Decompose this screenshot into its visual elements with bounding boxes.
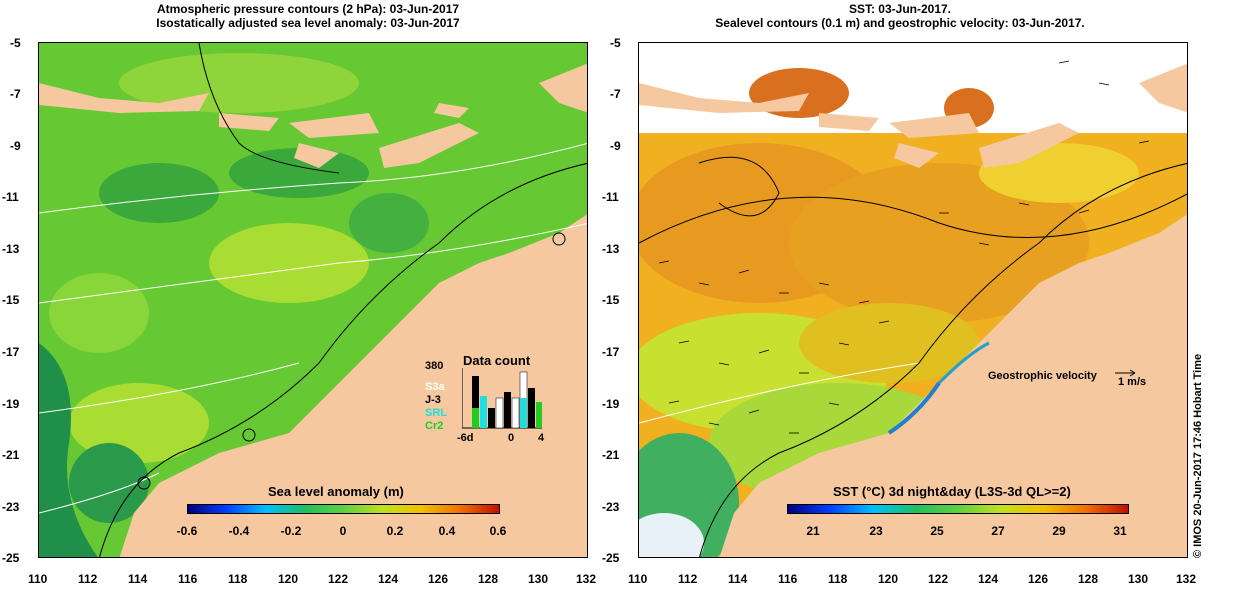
histogram-bars xyxy=(472,371,542,429)
inset-x-left: -6d xyxy=(457,432,474,444)
left-y-tick: -7 xyxy=(10,87,21,101)
right-x-tick: 120 xyxy=(878,572,899,586)
left-x-tick: 132 xyxy=(576,572,597,586)
sea-level-colorbar xyxy=(187,504,500,514)
mission-j3-label: J-3 xyxy=(425,394,441,406)
right-x-tick: 132 xyxy=(1176,572,1197,586)
right-colorbar-title: SST (°C) 3d night&day (L3S-3d QL>=2) xyxy=(833,484,1071,499)
right-x-tick: 116 xyxy=(778,572,798,586)
left-colorbar-tick: -0.2 xyxy=(280,524,302,538)
right-y-tick: -17 xyxy=(602,345,620,359)
right-x-tick: 112 xyxy=(678,572,698,586)
right-title-line1: SST: 03-Jun-2017. xyxy=(848,2,952,16)
right-y-tick: -21 xyxy=(602,448,620,462)
inset-max-count: 380 xyxy=(425,360,444,372)
left-title-line1: Atmospheric pressure contours (2 hPa): 0… xyxy=(156,2,460,16)
right-x-tick: 124 xyxy=(978,572,999,586)
right-colorbar-tick: 25 xyxy=(930,524,944,538)
left-x-tick: 116 xyxy=(178,572,198,586)
right-x-tick: 126 xyxy=(1028,572,1049,586)
right-x-tick: 110 xyxy=(628,572,648,586)
sea-level-anomaly-map xyxy=(39,43,587,557)
velocity-legend-label: Geostrophic velocity xyxy=(988,370,1097,382)
geostrophic-velocity-arrows xyxy=(658,60,1150,434)
imos-credit-label: © IMOS 20-Jun-2017 17:46 Hobart Time xyxy=(1192,353,1204,558)
left-y-tick: -23 xyxy=(2,500,20,514)
inset-x-mid: 0 xyxy=(508,432,515,444)
left-x-tick: 128 xyxy=(478,572,499,586)
left-x-tick: 120 xyxy=(278,572,299,586)
data-count-histogram xyxy=(462,368,542,429)
left-colorbar-tick: 0 xyxy=(339,524,347,538)
right-y-tick: -23 xyxy=(602,500,620,514)
left-y-tick: -15 xyxy=(2,293,20,307)
left-x-tick: 124 xyxy=(378,572,399,586)
left-y-tick: -21 xyxy=(2,448,20,462)
right-x-tick: 114 xyxy=(728,572,748,586)
sst-map xyxy=(639,43,1187,557)
left-x-tick: 122 xyxy=(328,572,349,586)
left-x-tick: 110 xyxy=(28,572,48,586)
right-y-tick: -9 xyxy=(610,139,621,153)
mission-cr2-label: Cr2 xyxy=(425,420,444,432)
right-colorbar-tick: 27 xyxy=(991,524,1005,538)
left-x-tick: 118 xyxy=(228,572,248,586)
right-y-tick: -15 xyxy=(602,293,620,307)
right-title-line2: Sealevel contours (0.1 m) and geostrophi… xyxy=(715,16,1085,30)
left-x-tick: 114 xyxy=(128,572,148,586)
right-x-tick: 118 xyxy=(828,572,848,586)
right-colorbar-tick: 29 xyxy=(1052,524,1066,538)
left-colorbar-tick: 0.6 xyxy=(489,524,507,538)
left-colorbar-tick: -0.4 xyxy=(228,524,250,538)
left-colorbar-tick: 0.2 xyxy=(386,524,404,538)
right-x-tick: 128 xyxy=(1078,572,1099,586)
right-y-tick: -7 xyxy=(610,87,621,101)
right-map-panel[interactable] xyxy=(638,42,1188,558)
right-y-tick: -11 xyxy=(602,190,619,204)
right-x-tick: 130 xyxy=(1128,572,1149,586)
mission-s3a-label: S3a xyxy=(425,381,445,393)
right-y-tick: -5 xyxy=(610,36,621,50)
left-y-tick: -17 xyxy=(2,345,20,359)
velocity-scale-label: 1 m/s xyxy=(1118,376,1147,388)
left-y-tick: -19 xyxy=(2,397,20,411)
left-map-panel[interactable] xyxy=(38,42,588,558)
right-colorbar-tick: 23 xyxy=(869,524,883,538)
left-x-tick: 112 xyxy=(78,572,98,586)
right-x-tick: 122 xyxy=(928,572,949,586)
left-y-tick: -9 xyxy=(10,139,21,153)
sst-colorbar xyxy=(787,504,1129,514)
left-y-tick: -25 xyxy=(2,551,20,565)
right-y-tick: -25 xyxy=(602,551,620,565)
velocity-scale-arrow-icon xyxy=(1115,369,1136,377)
left-y-tick: -13 xyxy=(2,242,20,256)
left-colorbar-title: Sea level anomaly (m) xyxy=(268,484,404,499)
left-x-tick: 126 xyxy=(428,572,449,586)
right-y-tick: -13 xyxy=(602,242,620,256)
right-colorbar-tick: 21 xyxy=(806,524,820,538)
left-y-tick: -5 xyxy=(10,36,21,50)
right-y-tick: -19 xyxy=(602,397,620,411)
mission-srl-label: SRL xyxy=(425,407,447,419)
left-x-tick: 130 xyxy=(528,572,549,586)
left-colorbar-tick: -0.6 xyxy=(176,524,198,538)
left-y-tick: -11 xyxy=(2,190,19,204)
left-title-line2: Isostatically adjusted sea level anomaly… xyxy=(156,16,460,30)
inset-x-right: 4 xyxy=(538,432,545,444)
left-colorbar-tick: 0.4 xyxy=(438,524,456,538)
inset-title: Data count xyxy=(463,353,531,368)
right-colorbar-tick: 31 xyxy=(1113,524,1127,538)
